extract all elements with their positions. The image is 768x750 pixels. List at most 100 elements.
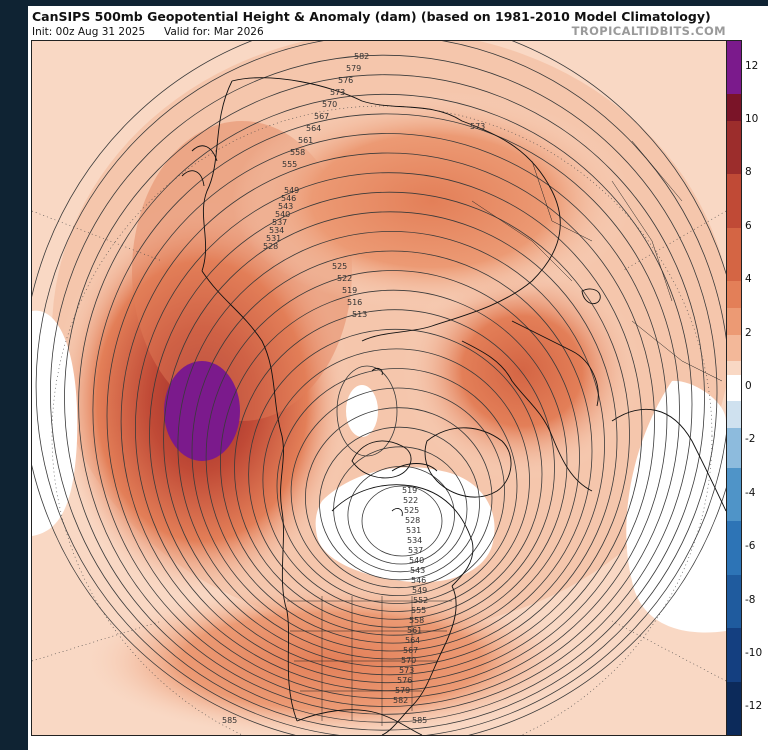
contour-label: 579 — [395, 686, 410, 695]
contour-label: 540 — [275, 210, 290, 219]
height-contour — [319, 426, 480, 581]
height-contour — [336, 365, 398, 457]
contour-label: 543 — [278, 202, 293, 211]
colorbar-tick-label: 6 — [745, 219, 752, 232]
height-contour — [106, 133, 668, 699]
contour-label: 525 — [332, 262, 347, 271]
height-contour — [163, 211, 618, 668]
contour-label: 531 — [266, 234, 281, 243]
height-contour — [78, 93, 693, 715]
coastlines — [181, 77, 726, 735]
contour-label: 564 — [405, 636, 420, 645]
greenland-coast — [424, 427, 512, 498]
contour-label: 525 — [404, 506, 419, 515]
colorbar-segment — [727, 428, 741, 469]
contour-label: 582 — [393, 696, 408, 705]
height-contour — [220, 289, 568, 636]
colorbar-segment — [727, 307, 741, 336]
polar-stereographic-map: 5825795765735705675645615585555735495465… — [32, 41, 726, 735]
colorbar-segment — [727, 227, 741, 282]
contour-label: 570 — [401, 656, 416, 665]
contour-label: 573 — [330, 88, 345, 97]
contour-label: 552 — [413, 596, 428, 605]
contour-label: 519 — [342, 286, 357, 295]
contour-label: 573 — [470, 122, 485, 131]
contour-label: 567 — [403, 646, 418, 655]
contour-label: 558 — [409, 616, 424, 625]
height-contour — [191, 250, 593, 652]
colorbar-segment — [727, 628, 741, 683]
height-contour — [205, 270, 580, 644]
colorbar — [726, 40, 742, 736]
contour-label: 537 — [408, 546, 423, 555]
contour-label: 546 — [281, 194, 296, 203]
colorbar-tick-label: 8 — [745, 166, 752, 179]
contour-label: 543 — [410, 566, 425, 575]
colorbar-tick-label: 10 — [745, 113, 759, 126]
contour-label: 540 — [409, 556, 424, 565]
colorbar-tick-label: -2 — [745, 433, 756, 446]
height-contour — [276, 368, 518, 604]
colorbar-segment — [727, 361, 741, 376]
height-contour — [361, 485, 443, 557]
contour-label: 564 — [306, 124, 321, 133]
height-contours — [32, 41, 726, 735]
contour-label: 561 — [298, 136, 313, 145]
contour-label: 534 — [269, 226, 284, 235]
contour-label: 522 — [337, 274, 352, 283]
colorbar-segment — [727, 334, 741, 362]
contour-label: 534 — [407, 536, 422, 545]
contour-label: 567 — [314, 112, 329, 121]
contour-label: 561 — [407, 626, 422, 635]
contour-label: 570 — [322, 100, 337, 109]
contour-label: 558 — [290, 148, 305, 157]
contour-label: 582 — [354, 52, 369, 61]
height-contour — [248, 328, 543, 620]
contour-label: 531 — [406, 526, 421, 535]
borders — [287, 140, 723, 726]
max-anomaly-center — [164, 361, 240, 461]
colorbar-segment — [727, 574, 741, 629]
init-time: Init: 00z Aug 31 2025 — [32, 26, 146, 38]
contour-label: 576 — [338, 76, 353, 85]
contour-label: 546 — [411, 576, 426, 585]
contour-label: 516 — [347, 298, 362, 307]
colorbar-segment — [727, 281, 741, 309]
colorbar-tick-label: -12 — [745, 700, 763, 713]
contour-label: 549 — [284, 186, 299, 195]
contour-label: 513 — [352, 310, 367, 319]
height-contour — [120, 152, 655, 691]
contour-label: 585 — [222, 716, 237, 725]
anomaly-shading — [32, 41, 726, 735]
contour-label: 549 — [412, 586, 427, 595]
height-contour — [92, 113, 680, 707]
height-contour — [149, 191, 630, 676]
colorbar-segment — [727, 521, 741, 576]
height-contour — [234, 309, 555, 628]
height-contour — [35, 41, 726, 735]
colorbar-segment — [727, 401, 741, 429]
contour-label: 522 — [403, 496, 418, 505]
colorbar-segment — [727, 121, 741, 175]
contour-label: 528 — [405, 516, 420, 525]
contour-label: 537 — [272, 218, 287, 227]
colorbar-tick-label: 0 — [745, 380, 752, 392]
asia-coast — [231, 77, 561, 342]
contour-label: 555 — [282, 160, 297, 169]
contour-labels: 5825795765735705675645615585555735495465… — [222, 52, 485, 725]
map-title: CanSIPS 500mb Geopotential Height & Anom… — [32, 9, 711, 24]
colorbar-tick-label: 12 — [745, 59, 759, 72]
contour-label: 519 — [402, 486, 417, 495]
contour-label: 579 — [346, 64, 361, 73]
contour-label: 576 — [397, 676, 412, 685]
colorbar-segment — [727, 468, 741, 522]
contour-label: 585 — [412, 716, 427, 725]
colorbar-tick-label: -6 — [745, 540, 756, 553]
height-contour — [290, 387, 505, 597]
height-contour — [50, 54, 718, 731]
height-contour — [177, 231, 605, 660]
valid-time: Valid for: Mar 2026 — [164, 26, 264, 38]
map-panel[interactable]: 582 579 576 573 570 567 564 561 558 555 573 549 546 5… — [31, 40, 727, 736]
source-credit: TROPICALTIDBITS.COM — [571, 24, 726, 38]
map-figure: CanSIPS 500mb Geopotential Height & Anom… — [28, 6, 768, 750]
